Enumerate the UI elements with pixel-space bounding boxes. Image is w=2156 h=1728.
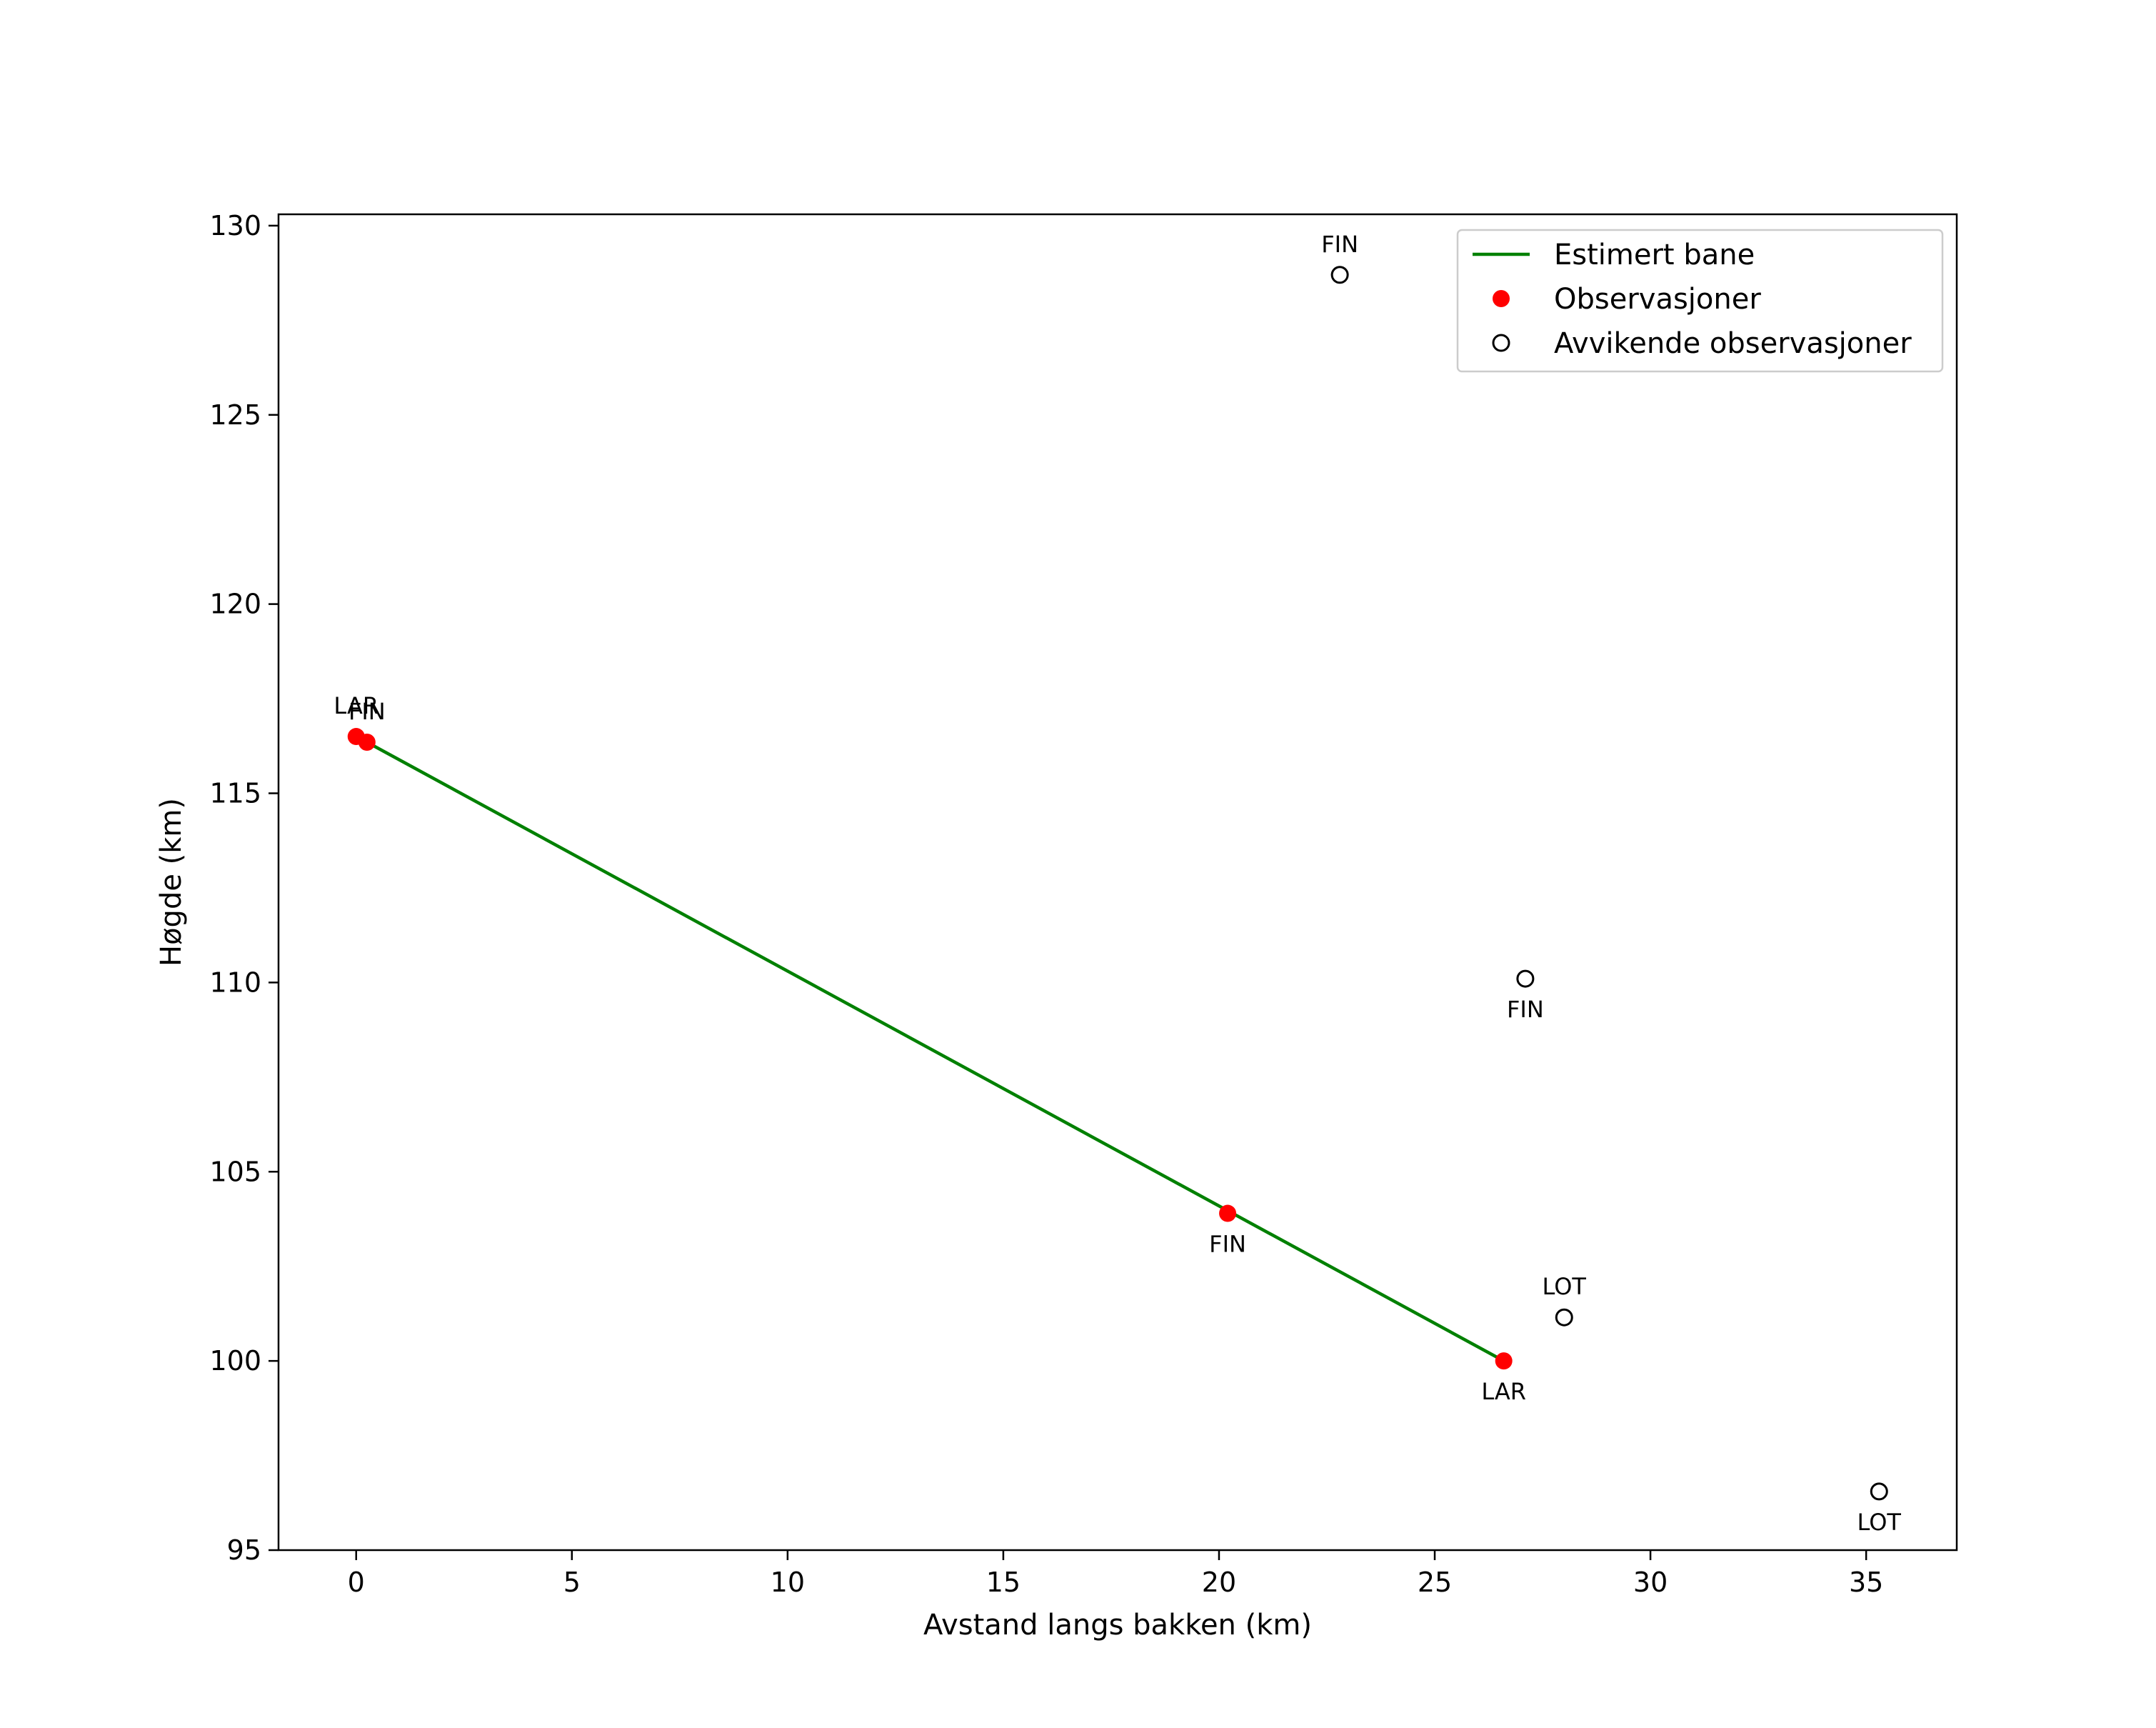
observation-point bbox=[1495, 1352, 1513, 1370]
y-axis-ticks: 95 100 105 110 115 120 125 130 bbox=[209, 210, 279, 1566]
x-tick-label: 20 bbox=[1202, 1567, 1236, 1598]
x-tick-label: 0 bbox=[348, 1567, 365, 1598]
x-tick-label: 30 bbox=[1633, 1567, 1668, 1598]
x-tick-label: 35 bbox=[1849, 1567, 1883, 1598]
legend-hollow-marker-swatch bbox=[1492, 334, 1510, 352]
x-tick-label: 5 bbox=[563, 1567, 581, 1598]
x-tick-label: 15 bbox=[986, 1567, 1021, 1598]
outlier-observation-point bbox=[1330, 266, 1349, 284]
legend-label-outlier-observations: Avvikende observasjoner bbox=[1554, 327, 1912, 360]
plot-frame bbox=[277, 213, 1958, 1552]
outlier-observation-point bbox=[1555, 1308, 1573, 1327]
x-axis-ticks: 0 5 10 15 20 25 30 35 bbox=[348, 1550, 1883, 1598]
outlier-observation-point bbox=[1516, 969, 1535, 988]
legend-box bbox=[1456, 229, 1944, 373]
y-tick-label: 105 bbox=[209, 1156, 261, 1187]
legend-label-observations: Observasjoner bbox=[1554, 283, 1761, 316]
x-tick-label: 25 bbox=[1418, 1567, 1452, 1598]
y-tick-label: 110 bbox=[209, 967, 261, 998]
point-label: LAR bbox=[334, 692, 378, 719]
legend-label-estimated-path: Estimert bane bbox=[1554, 239, 1755, 271]
point-label: LAR bbox=[1481, 1378, 1526, 1405]
observation-point bbox=[1219, 1204, 1237, 1222]
point-label: FIN bbox=[1209, 1231, 1246, 1258]
x-axis-label: Avstand langs bakken (km) bbox=[923, 1609, 1312, 1642]
point-label: FIN bbox=[1507, 996, 1544, 1023]
outlier-observation-point bbox=[1870, 1482, 1888, 1501]
point-label: LOT bbox=[1857, 1509, 1902, 1536]
plot-area bbox=[279, 214, 1957, 1550]
y-tick-label: 95 bbox=[227, 1534, 261, 1566]
point-label: FIN bbox=[349, 698, 386, 725]
legend: Estimert bane Observasjoner Avvikende ob… bbox=[1456, 229, 1944, 373]
legend-filled-marker-swatch bbox=[1493, 290, 1510, 307]
y-tick-label: 100 bbox=[209, 1345, 261, 1377]
point-label: FIN bbox=[1321, 231, 1358, 258]
y-axis-label: Høgde (km) bbox=[155, 798, 188, 967]
y-tick-label: 125 bbox=[209, 399, 261, 431]
y-tick-label: 115 bbox=[209, 778, 261, 809]
y-tick-label: 130 bbox=[209, 210, 261, 241]
observation-point bbox=[358, 733, 376, 751]
y-tick-label: 120 bbox=[209, 589, 261, 620]
estimated-path-line bbox=[366, 741, 1505, 1363]
x-tick-label: 10 bbox=[771, 1567, 805, 1598]
point-label: LOT bbox=[1543, 1273, 1587, 1300]
